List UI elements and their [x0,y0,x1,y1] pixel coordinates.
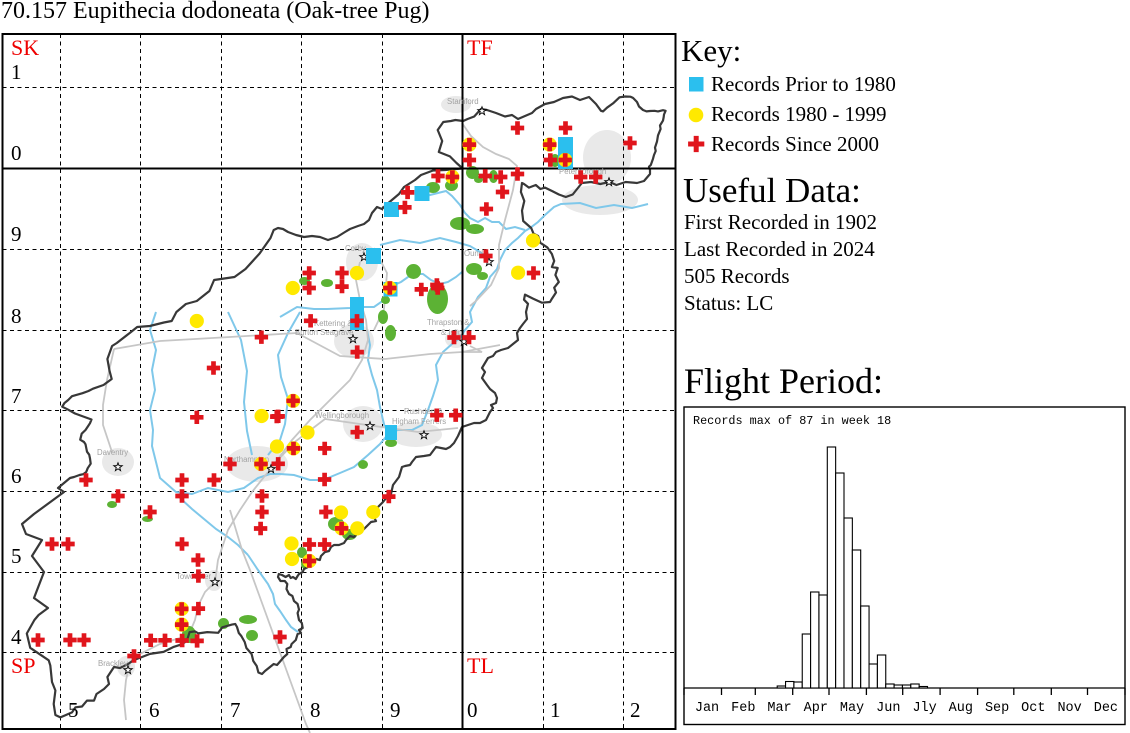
svg-text:Dec: Dec [1094,701,1118,716]
svg-text:Wellingborough: Wellingborough [315,411,369,420]
svg-text:Records max of 87 in week 18: Records max of 87 in week 18 [693,414,891,428]
svg-text:Rushden &: Rushden & [404,407,443,416]
svg-text:Oct: Oct [1021,701,1045,716]
svg-text:0: 0 [467,698,478,722]
svg-text:Northampton: Northampton [224,455,269,464]
svg-text:8: 8 [310,698,321,722]
svg-text:TF: TF [467,35,493,60]
svg-text:Jly: Jly [912,701,936,716]
svg-text:Stamford: Stamford [447,97,479,106]
svg-text:SK: SK [11,35,39,60]
svg-text:Feb: Feb [731,701,755,716]
svg-text:9: 9 [11,222,22,246]
svg-text:1: 1 [11,60,22,84]
svg-text:6: 6 [149,698,160,722]
svg-text:Higham Ferrers: Higham Ferrers [392,417,446,426]
svg-text:5: 5 [11,544,22,568]
svg-text:2: 2 [630,698,641,722]
svg-text:6: 6 [11,464,22,488]
svg-text:Oundle: Oundle [464,249,489,258]
svg-text:Burton Seagrave: Burton Seagrave [295,328,354,337]
svg-text:1: 1 [550,698,561,722]
svg-text:Thrapston &: Thrapston & [427,318,470,327]
svg-text:5: 5 [68,698,79,722]
svg-text:7: 7 [230,698,241,722]
svg-text:Daventry: Daventry [97,448,128,457]
svg-text:0: 0 [11,141,22,165]
svg-text:May: May [840,701,864,716]
svg-text:Kettering &: Kettering & [314,319,353,328]
svg-text:Nov: Nov [1057,701,1081,716]
svg-text:8: 8 [11,304,22,328]
svg-text:9: 9 [390,698,401,722]
svg-text:Apr: Apr [804,701,828,716]
svg-text:Jun: Jun [876,701,900,716]
svg-text:Aug: Aug [949,701,973,716]
svg-text:Mar: Mar [767,701,791,716]
svg-text:Sep: Sep [985,701,1009,716]
svg-text:TL: TL [467,653,494,678]
svg-text:Corby: Corby [345,244,366,253]
svg-text:4: 4 [11,625,22,649]
svg-text:SP: SP [11,653,35,678]
svg-text:7: 7 [11,384,22,408]
svg-text:Jan: Jan [695,701,719,716]
svg-text:Brackley: Brackley [98,659,128,668]
